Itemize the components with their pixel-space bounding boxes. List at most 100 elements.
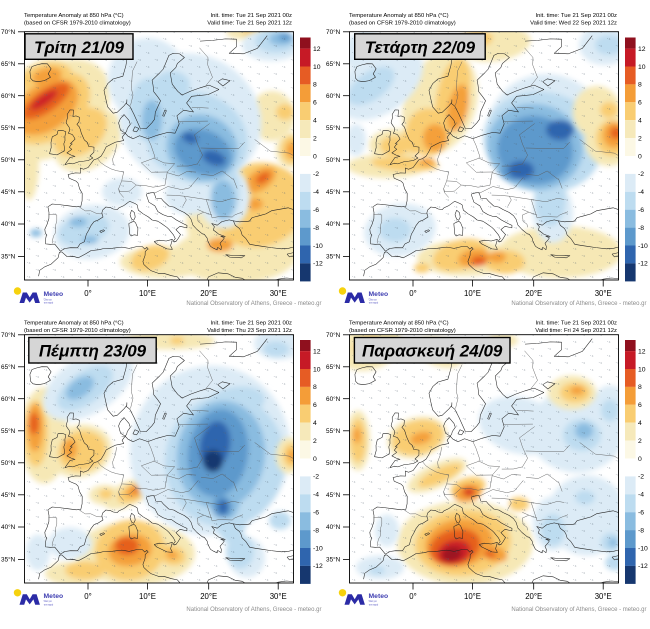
svg-text:-2: -2 bbox=[313, 474, 319, 481]
svg-text:4: 4 bbox=[313, 420, 317, 427]
svg-text:-10: -10 bbox=[638, 243, 648, 250]
svg-text:35°N: 35°N bbox=[1, 253, 16, 261]
svg-text:30°E: 30°E bbox=[595, 592, 612, 601]
svg-text:(based on CFSR 1979-2010 clima: (based on CFSR 1979-2010 climatology) bbox=[24, 328, 131, 334]
svg-text:45°N: 45°N bbox=[326, 491, 341, 499]
svg-text:National Observatory of Athens: National Observatory of Athens, Greece -… bbox=[186, 607, 321, 613]
svg-text:10: 10 bbox=[638, 366, 646, 373]
svg-text:20°E: 20°E bbox=[525, 289, 542, 298]
svg-text:50°N: 50°N bbox=[326, 156, 341, 164]
svg-text:Τρίτη 21/09: Τρίτη 21/09 bbox=[34, 38, 125, 57]
svg-text:0: 0 bbox=[638, 153, 642, 160]
svg-text:τον καιρό: τον καιρό bbox=[44, 603, 54, 606]
svg-text:4: 4 bbox=[638, 118, 642, 125]
svg-text:Meteo: Meteo bbox=[369, 291, 389, 298]
svg-text:70°N: 70°N bbox=[1, 331, 16, 339]
svg-text:-8: -8 bbox=[638, 225, 644, 232]
svg-text:0°: 0° bbox=[409, 592, 416, 601]
svg-text:10°E: 10°E bbox=[464, 289, 481, 298]
svg-text:40°N: 40°N bbox=[326, 523, 341, 531]
svg-text:12: 12 bbox=[638, 46, 646, 53]
svg-text:National Observatory of Athens: National Observatory of Athens, Greece -… bbox=[511, 301, 646, 307]
svg-text:Πέμπτη 23/09: Πέμπτη 23/09 bbox=[39, 342, 147, 361]
svg-text:-6: -6 bbox=[638, 510, 644, 517]
svg-text:2: 2 bbox=[313, 135, 317, 142]
svg-text:10°E: 10°E bbox=[139, 289, 156, 298]
svg-text:60°N: 60°N bbox=[1, 395, 16, 403]
svg-text:6: 6 bbox=[313, 100, 317, 107]
svg-text:50°N: 50°N bbox=[326, 459, 341, 467]
svg-text:35°N: 35°N bbox=[326, 253, 341, 261]
svg-text:35°N: 35°N bbox=[326, 556, 341, 564]
svg-text:Παρασκευή 24/09: Παρασκευή 24/09 bbox=[362, 342, 503, 361]
svg-text:Όλα για: Όλα για bbox=[43, 601, 53, 603]
svg-text:10: 10 bbox=[313, 64, 321, 71]
svg-text:12: 12 bbox=[313, 46, 321, 53]
svg-text:40°N: 40°N bbox=[1, 220, 16, 228]
svg-text:-2: -2 bbox=[313, 171, 319, 178]
svg-text:Valid time: Fri 24 Sep 2021 12: Valid time: Fri 24 Sep 2021 12z bbox=[535, 328, 617, 334]
svg-text:(based on CFSR 1979-2010 clima: (based on CFSR 1979-2010 climatology) bbox=[349, 21, 456, 27]
svg-text:20°E: 20°E bbox=[200, 289, 217, 298]
svg-text:2: 2 bbox=[313, 438, 317, 445]
svg-text:65°N: 65°N bbox=[1, 60, 16, 68]
svg-text:45°N: 45°N bbox=[1, 188, 16, 196]
svg-text:τον καιρό: τον καιρό bbox=[369, 302, 379, 305]
svg-text:Temperature Anomaly at 850 hPa: Temperature Anomaly at 850 hPa (°C) bbox=[24, 13, 124, 19]
svg-text:70°N: 70°N bbox=[1, 28, 16, 36]
svg-text:8: 8 bbox=[638, 82, 642, 89]
svg-text:65°N: 65°N bbox=[1, 363, 16, 371]
svg-text:0°: 0° bbox=[84, 592, 91, 601]
svg-text:-10: -10 bbox=[313, 243, 323, 250]
svg-text:8: 8 bbox=[313, 82, 317, 89]
svg-text:-8: -8 bbox=[313, 527, 319, 534]
svg-text:Όλα για: Όλα για bbox=[368, 299, 378, 301]
svg-text:Valid time: Wed 22 Sep 2021 12: Valid time: Wed 22 Sep 2021 12z bbox=[530, 21, 617, 27]
svg-text:Init. time: Tue 21 Sep 2021 00: Init. time: Tue 21 Sep 2021 00z bbox=[210, 13, 292, 19]
svg-text:-2: -2 bbox=[638, 474, 644, 481]
svg-text:τον καιρό: τον καιρό bbox=[369, 603, 379, 606]
svg-text:-6: -6 bbox=[313, 207, 319, 214]
svg-text:60°N: 60°N bbox=[326, 92, 341, 100]
svg-text:-6: -6 bbox=[313, 510, 319, 517]
svg-text:12: 12 bbox=[313, 348, 321, 355]
svg-text:National Observatory of Athens: National Observatory of Athens, Greece -… bbox=[186, 301, 321, 307]
svg-text:50°N: 50°N bbox=[1, 459, 16, 467]
svg-text:-8: -8 bbox=[638, 527, 644, 534]
svg-text:Init. time: Tue 21 Sep 2021 00: Init. time: Tue 21 Sep 2021 00z bbox=[210, 320, 292, 326]
svg-text:45°N: 45°N bbox=[1, 491, 16, 499]
svg-text:55°N: 55°N bbox=[326, 124, 341, 132]
svg-text:National Observatory of Athens: National Observatory of Athens, Greece -… bbox=[511, 607, 646, 613]
svg-text:70°N: 70°N bbox=[326, 331, 341, 339]
svg-text:Τετάρτη 22/09: Τετάρτη 22/09 bbox=[365, 38, 476, 57]
svg-text:-12: -12 bbox=[638, 563, 648, 570]
svg-text:40°N: 40°N bbox=[1, 523, 16, 531]
svg-text:45°N: 45°N bbox=[326, 188, 341, 196]
svg-text:-6: -6 bbox=[638, 207, 644, 214]
svg-text:6: 6 bbox=[638, 100, 642, 107]
svg-text:2: 2 bbox=[638, 135, 642, 142]
svg-text:20°E: 20°E bbox=[525, 592, 542, 601]
svg-text:0°: 0° bbox=[409, 289, 416, 298]
svg-text:(based on CFSR 1979-2010 clima: (based on CFSR 1979-2010 climatology) bbox=[349, 328, 456, 334]
svg-text:60°N: 60°N bbox=[1, 92, 16, 100]
svg-text:50°N: 50°N bbox=[1, 156, 16, 164]
svg-text:70°N: 70°N bbox=[326, 28, 341, 36]
svg-text:Όλα για: Όλα για bbox=[43, 299, 53, 301]
svg-text:-12: -12 bbox=[313, 261, 323, 268]
svg-text:40°N: 40°N bbox=[326, 220, 341, 228]
svg-text:Init. time: Tue 21 Sep 2021 00: Init. time: Tue 21 Sep 2021 00z bbox=[535, 13, 617, 19]
svg-text:(based on CFSR 1979-2010 clima: (based on CFSR 1979-2010 climatology) bbox=[24, 21, 131, 27]
svg-text:Temperature Anomaly at 850 hPa: Temperature Anomaly at 850 hPa (°C) bbox=[349, 13, 449, 19]
svg-text:-10: -10 bbox=[313, 545, 323, 552]
svg-text:-4: -4 bbox=[313, 492, 319, 499]
svg-text:65°N: 65°N bbox=[326, 60, 341, 68]
svg-text:10°E: 10°E bbox=[464, 592, 481, 601]
svg-text:8: 8 bbox=[313, 384, 317, 391]
svg-text:-4: -4 bbox=[638, 189, 644, 196]
svg-text:Temperature Anomaly at 850 hPa: Temperature Anomaly at 850 hPa (°C) bbox=[24, 320, 124, 326]
svg-text:10°E: 10°E bbox=[139, 592, 156, 601]
svg-text:4: 4 bbox=[313, 118, 317, 125]
svg-text:0: 0 bbox=[638, 456, 642, 463]
svg-text:-12: -12 bbox=[638, 261, 648, 268]
